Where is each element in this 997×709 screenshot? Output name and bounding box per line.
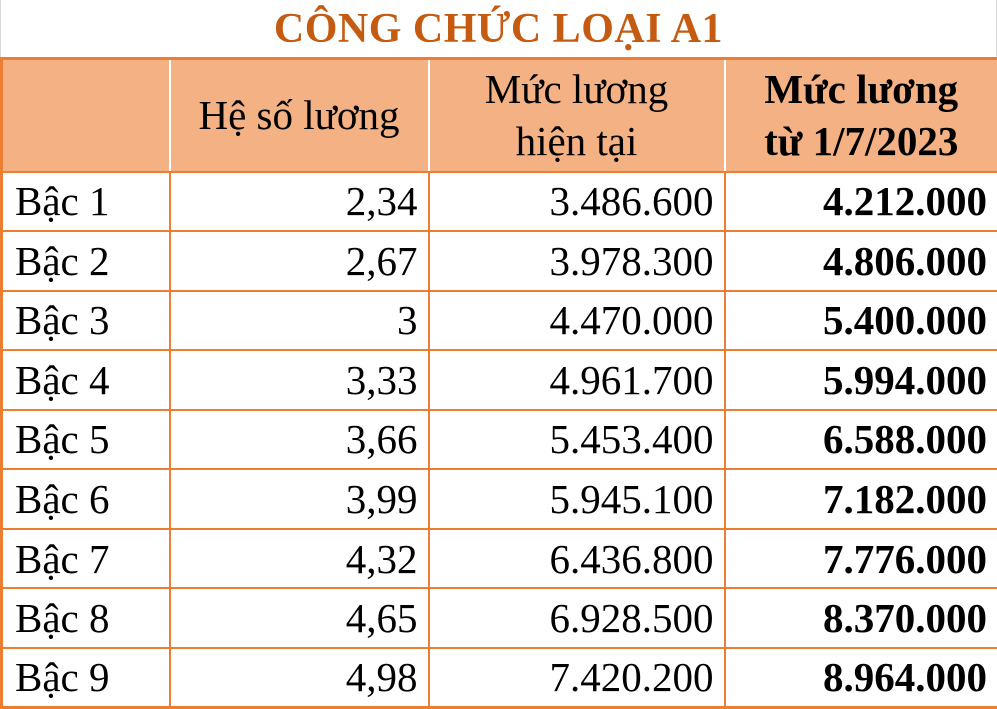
current-salary-cell: 6.928.500 [427,587,726,649]
table-row: Bậc 6 3,99 5.945.100 7.182.000 [0,468,997,530]
header-cell-current-salary: Mức lương hiện tại [427,57,726,173]
coefficient-cell: 3 [168,289,430,352]
level-cell: Bậc 4 [0,349,171,411]
header-row: Hệ số lương Mức lương hiện tại Mức lương… [0,57,997,173]
new-salary-cell: 8.370.000 [723,587,997,649]
coefficient-cell: 2,34 [168,170,430,233]
header-cell-empty [0,57,171,173]
page-title: CÔNG CHỨC LOẠI A1 [0,0,997,57]
level-cell: Bậc 6 [0,468,171,530]
coefficient-cell: 4,32 [168,527,430,590]
table-row: Bậc 4 3,33 4.961.700 5.994.000 [0,349,997,411]
table-row: Bậc 7 4,32 6.436.800 7.776.000 [0,527,997,590]
new-salary-cell: 7.776.000 [723,527,997,590]
current-salary-cell: 3.486.600 [427,170,726,233]
header-label-line: Mức lương [484,65,669,112]
new-salary-cell: 4.212.000 [723,170,997,233]
current-salary-cell: 5.453.400 [427,408,726,471]
current-salary-cell: 3.978.300 [427,230,726,292]
new-salary-cell: 4.806.000 [723,230,997,292]
coefficient-cell: 3,33 [168,349,430,411]
table-row: Bậc 5 3,66 5.453.400 6.588.000 [0,408,997,471]
table-row: Bậc 9 4,98 7.420.200 8.964.000 [0,646,997,709]
coefficient-cell: 3,99 [168,468,430,530]
header-label: Hệ số lương [198,92,400,139]
table-row: Bậc 3 3 4.470.000 5.400.000 [0,289,997,352]
level-cell: Bậc 2 [0,230,171,292]
level-cell: Bậc 9 [0,646,171,709]
new-salary-cell: 8.964.000 [723,646,997,709]
current-salary-cell: 7.420.200 [427,646,726,709]
level-cell: Bậc 5 [0,408,171,471]
header-label-line: hiện tại [515,118,638,165]
header-label-line: Mức lương [764,65,959,112]
salary-table: Hệ số lương Mức lương hiện tại Mức lương… [0,57,997,709]
table-row: Bậc 1 2,34 3.486.600 4.212.000 [0,170,997,233]
current-salary-cell: 6.436.800 [427,527,726,590]
level-cell: Bậc 3 [0,289,171,352]
coefficient-cell: 2,67 [168,230,430,292]
level-cell: Bậc 1 [0,170,171,233]
new-salary-cell: 5.994.000 [723,349,997,411]
current-salary-cell: 4.470.000 [427,289,726,352]
current-salary-cell: 4.961.700 [427,349,726,411]
new-salary-cell: 7.182.000 [723,468,997,530]
table-row: Bậc 8 4,65 6.928.500 8.370.000 [0,587,997,649]
header-cell-new-salary: Mức lương từ 1/7/2023 [723,57,997,173]
header-cell-coefficient: Hệ số lương [168,57,430,173]
level-cell: Bậc 7 [0,527,171,590]
header-label-line: từ 1/7/2023 [764,118,959,165]
coefficient-cell: 4,98 [168,646,430,709]
new-salary-cell: 5.400.000 [723,289,997,352]
level-cell: Bậc 8 [0,587,171,649]
table-row: Bậc 2 2,67 3.978.300 4.806.000 [0,230,997,292]
coefficient-cell: 4,65 [168,587,430,649]
coefficient-cell: 3,66 [168,408,430,471]
new-salary-cell: 6.588.000 [723,408,997,471]
current-salary-cell: 5.945.100 [427,468,726,530]
